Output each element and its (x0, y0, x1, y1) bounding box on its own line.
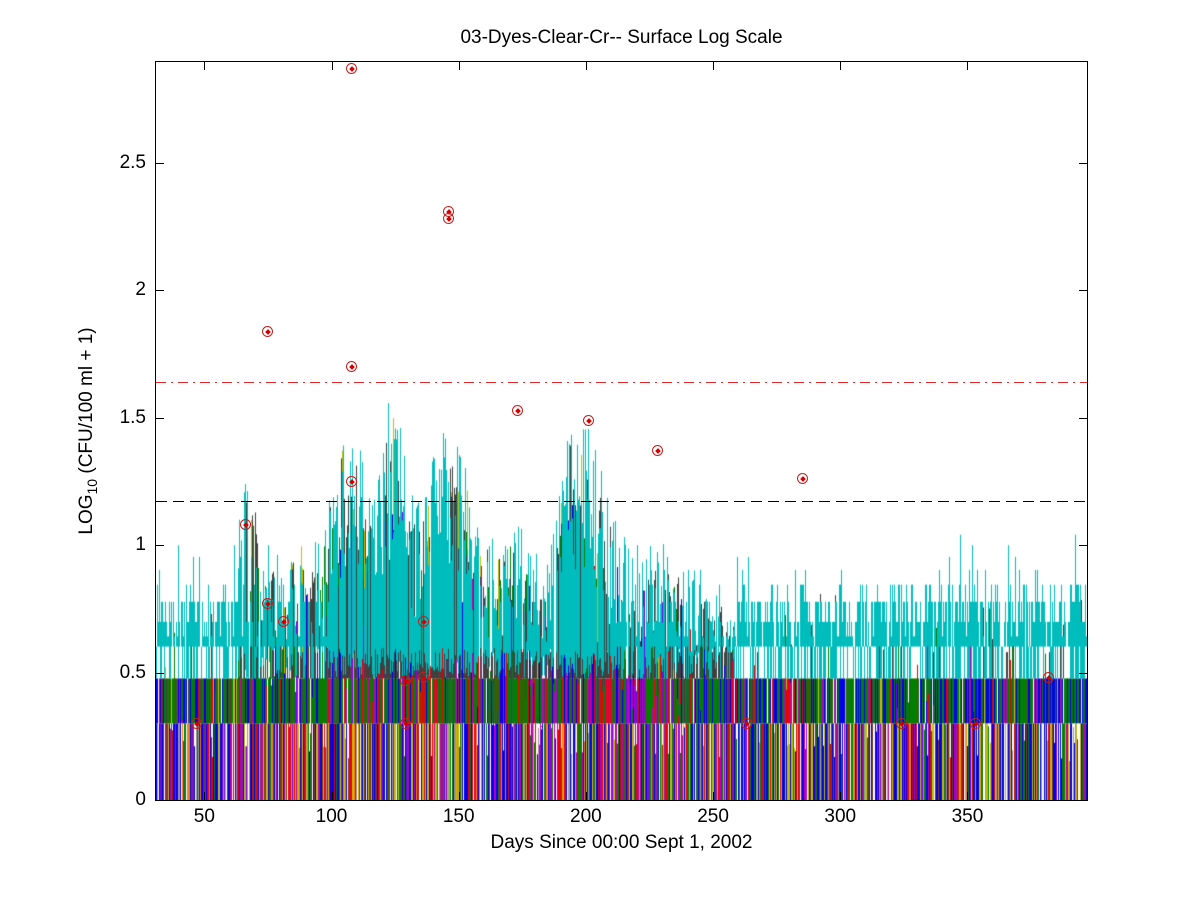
exceedance-marker-dot (1046, 675, 1053, 682)
x-tick-label: 100 (315, 806, 348, 827)
x-axis-label: Days Since 00:00 Sept 1, 2002 (490, 832, 753, 853)
exceedance-marker (417, 672, 429, 684)
exceedance-marker-dot (586, 417, 592, 424)
exceedance-marker-dot (420, 675, 427, 682)
exceedance-marker-dot (265, 601, 272, 608)
exceedance-marker-dot (265, 328, 272, 335)
exceedance-marker-dot (514, 407, 521, 414)
y-tick-label: 0.5 (119, 661, 146, 683)
exceedance-marker (191, 718, 203, 730)
exceedance-marker (582, 414, 594, 426)
exceedance-marker (262, 325, 274, 337)
exceedance-marker-dot (349, 66, 356, 72)
y-tick-mark-right (1079, 800, 1087, 801)
exceedance-marker (969, 718, 981, 730)
plot-area (155, 61, 1088, 801)
exceedance-marker (399, 718, 411, 730)
exceedance-marker (443, 213, 455, 225)
x-tick-label: 250 (697, 806, 729, 827)
y-tick-label: 0 (135, 789, 146, 810)
exceedance-marker (239, 519, 251, 531)
exceedance-marker (740, 718, 752, 730)
exceedance-marker (417, 616, 429, 628)
y-axis-label: LOG10 (CFU/100 ml + 1) (76, 306, 102, 556)
exceedance-marker (895, 718, 907, 730)
y-axis-label-subscript: 10 (83, 478, 100, 495)
x-tick-label: 200 (570, 806, 602, 827)
exceedance-marker (262, 598, 274, 610)
exceedance-marker-dot (349, 479, 356, 485)
exceedance-marker-dot (349, 364, 356, 371)
x-tick-label: 300 (824, 806, 857, 827)
exceedance-marker-dot (799, 476, 806, 483)
exceedance-marker-dot (743, 721, 750, 727)
exceedance-marker (399, 674, 411, 686)
x-tick-label: 350 (951, 806, 984, 827)
exceedance-marker (277, 616, 289, 628)
y-axis-label-units: (CFU/100 ml + 1) (76, 327, 97, 479)
exceedance-marker-dot (194, 721, 201, 727)
exceedance-marker-dot (446, 216, 452, 223)
chart-title: 03-Dyes-Clear-Cr-- Surface Log Scale (460, 27, 783, 48)
exceedance-marker (511, 404, 523, 416)
exceedance-marker-dot (972, 721, 979, 727)
exceedance-marker (346, 63, 358, 75)
y-tick-mark (156, 800, 164, 801)
x-tick-label: 150 (442, 806, 475, 827)
exceedance-marker-dot (654, 448, 661, 455)
exceedance-marker-dot (242, 522, 249, 529)
x-tick-label: 50 (193, 806, 215, 827)
exceedance-marker-dot (280, 619, 287, 625)
exceedance-marker (346, 475, 358, 487)
exceedance-marker-dot (420, 619, 427, 625)
y-tick-label: 2 (135, 279, 146, 301)
y-tick-label: 1 (135, 534, 146, 556)
exceedance-marker-dot (402, 677, 409, 684)
y-tick-label: 2.5 (119, 151, 146, 173)
exceedance-marker (651, 445, 663, 457)
exceedance-marker-dot (402, 721, 409, 727)
exceedance-marker (796, 473, 808, 485)
y-tick-label: 1.5 (119, 406, 146, 428)
plot-canvas (156, 62, 1087, 800)
exceedance-marker (1043, 672, 1055, 684)
exceedance-marker-dot (898, 721, 905, 727)
exceedance-marker (346, 361, 358, 373)
y-axis-label-main: LOG (76, 494, 97, 535)
